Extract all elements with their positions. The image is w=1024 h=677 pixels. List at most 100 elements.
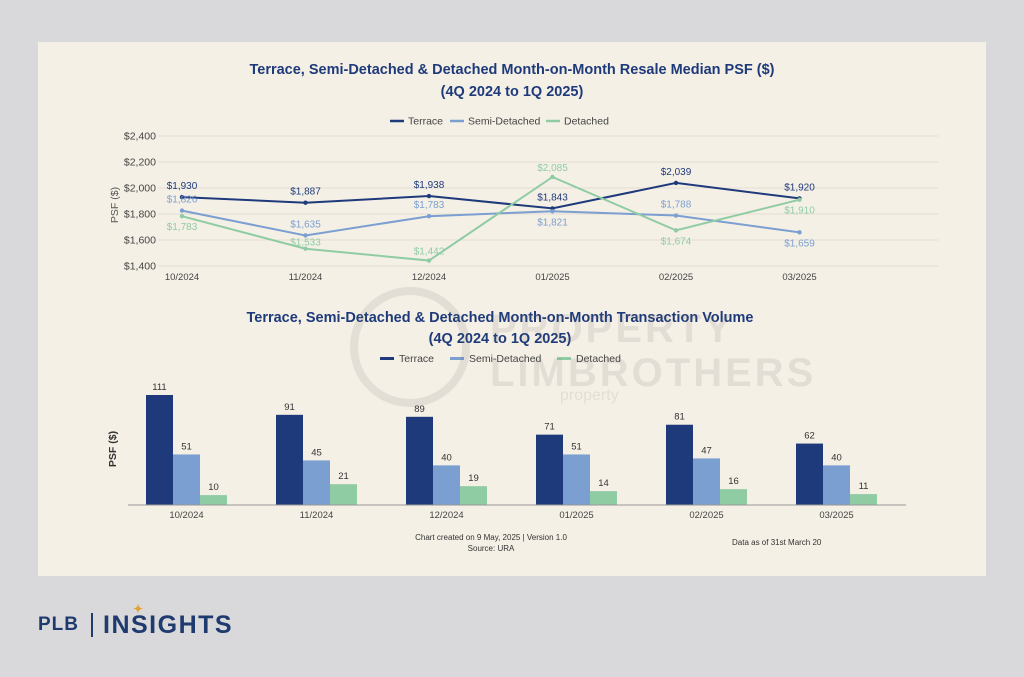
legend-label-terrace: Terrace [408, 116, 443, 128]
data-label-detached: $2,085 [537, 163, 568, 174]
data-label-detached: $1,533 [290, 238, 321, 249]
data-label-detached: $1,674 [661, 236, 692, 247]
point-semi-detached [673, 213, 679, 218]
line-chart-title: Terrace, Semi-Detached & Detached Month-… [249, 62, 774, 78]
bar-semi-detached [303, 460, 330, 505]
y-tick-label: $2,400 [124, 131, 156, 143]
bar-semi-detached [693, 458, 720, 505]
x-tick-label: 01/2025 [535, 272, 569, 283]
bar-label-semi-detached: 40 [441, 452, 452, 463]
legend-label-semi: Semi-Detached [469, 353, 542, 365]
x-tick-label: 10/2024 [169, 510, 203, 521]
point-detached [426, 258, 432, 263]
legend-label-detached: Detached [576, 353, 621, 365]
series-line-detached [181, 175, 800, 262]
line-chart-subtitle: (4Q 2024 to 1Q 2025) [441, 84, 584, 100]
x-tick-label: 12/2024 [429, 510, 463, 521]
point-terrace [303, 200, 308, 205]
point-detached [303, 246, 308, 251]
data-label-semi-detached: $1,783 [414, 200, 445, 211]
y-tick-label: $2,200 [124, 157, 156, 169]
bar-terrace [146, 395, 173, 505]
data-label-semi-detached: $1,821 [537, 217, 568, 228]
bar-terrace [276, 414, 303, 505]
point-terrace [673, 180, 679, 186]
bar-detached [720, 489, 747, 505]
x-tick-label: 10/2024 [165, 272, 199, 283]
legend-label-detached: Detached [564, 116, 609, 128]
bar-terrace [796, 443, 823, 505]
bar-label-terrace: 91 [284, 402, 295, 413]
bar-semi-detached [563, 454, 590, 505]
bar-label-terrace: 62 [804, 431, 815, 442]
line-chart-ylabel: PSF ($) [109, 187, 121, 223]
x-tick-label: 01/2025 [559, 510, 593, 521]
bar-label-detached: 10 [208, 482, 219, 493]
series-line-semi-detached [181, 209, 800, 237]
chart-created-note: Chart created on 9 May, 2025 | Version 1… [415, 533, 567, 542]
bar-label-semi-detached: 47 [701, 445, 712, 456]
x-tick-label: 02/2025 [659, 272, 693, 283]
point-detached [550, 174, 555, 180]
series-line-terrace [181, 181, 800, 210]
bar-label-semi-detached: 51 [571, 441, 582, 452]
data-label-detached: $1,910 [784, 206, 815, 217]
bar-chart-ylabel: PSF ($) [107, 431, 119, 467]
bar-label-terrace: 89 [414, 404, 425, 415]
data-label-terrace: $1,920 [784, 182, 815, 193]
source-note: Source: URA [468, 544, 515, 553]
bar-label-terrace: 81 [674, 412, 685, 423]
bar-detached [460, 486, 487, 505]
line-chart-y-ticks: $1,400 $1,600 $1,800 $2,000 $2,200 $2,400 [124, 131, 156, 273]
data-label-detached: $1,442 [414, 247, 445, 258]
point-semi-detached [303, 233, 308, 238]
point-detached [797, 197, 802, 202]
bar-label-semi-detached: 40 [831, 452, 842, 463]
brand-logo: PLB INSIGHTS ✦ [38, 601, 234, 640]
brand-divider [91, 613, 93, 637]
line-chart-x-ticks: 10/2024 11/2024 12/2024 01/2025 02/2025 03/20… [165, 272, 817, 283]
line-chart-grid [158, 135, 938, 267]
bar-terrace [536, 434, 563, 505]
bar-semi-detached [823, 465, 850, 505]
bar-chart-title: Terrace, Semi-Detached & Detached Month-… [246, 310, 753, 326]
bar-label-semi-detached: 45 [311, 447, 322, 458]
legend-swatch-semi [450, 357, 464, 360]
bar-label-detached: 21 [338, 471, 349, 482]
x-tick-label: 03/2025 [782, 272, 816, 283]
data-label-terrace: $2,039 [661, 167, 692, 178]
data-label-terrace: $1,938 [414, 180, 445, 191]
bar-semi-detached [433, 465, 460, 505]
bar-detached [200, 495, 227, 505]
legend-label-semi: Semi-Detached [468, 116, 541, 128]
brand-insights: INSIGHTS ✦ [103, 601, 234, 639]
x-tick-label: 02/2025 [689, 510, 723, 521]
bar-label-detached: 16 [728, 476, 739, 487]
x-tick-label: 12/2024 [412, 272, 446, 283]
legend-label-terrace: Terrace [399, 353, 434, 365]
lightbulb-icon: ✦ [133, 601, 145, 616]
bar-label-semi-detached: 51 [181, 441, 192, 452]
point-semi-detached [179, 208, 185, 213]
bar-detached [590, 491, 617, 505]
data-label-semi-detached: $1,826 [167, 195, 198, 206]
point-terrace [426, 193, 432, 199]
bar-label-detached: 14 [598, 478, 609, 489]
point-detached [673, 228, 679, 233]
bar-terrace [406, 416, 433, 505]
bar-terrace [666, 424, 693, 505]
legend-swatch-terrace [380, 357, 394, 360]
data-label-detached: $1,783 [167, 222, 198, 233]
bar-label-terrace: 71 [544, 422, 555, 433]
point-semi-detached [550, 209, 555, 214]
y-tick-label: $1,800 [124, 209, 156, 221]
point-terrace [179, 194, 185, 200]
x-tick-label: 03/2025 [819, 510, 853, 521]
data-label-semi-detached: $1,659 [784, 238, 815, 249]
chart-panel: PROPERTY LIMBROTHERS property Terrace, S… [38, 42, 986, 576]
bar-detached [850, 494, 877, 505]
bar-label-detached: 19 [468, 473, 479, 484]
brand-plb: PLB [38, 614, 79, 635]
bar-chart-subtitle: (4Q 2024 to 1Q 2025) [429, 331, 572, 347]
data-label-semi-detached: $1,788 [661, 200, 692, 211]
